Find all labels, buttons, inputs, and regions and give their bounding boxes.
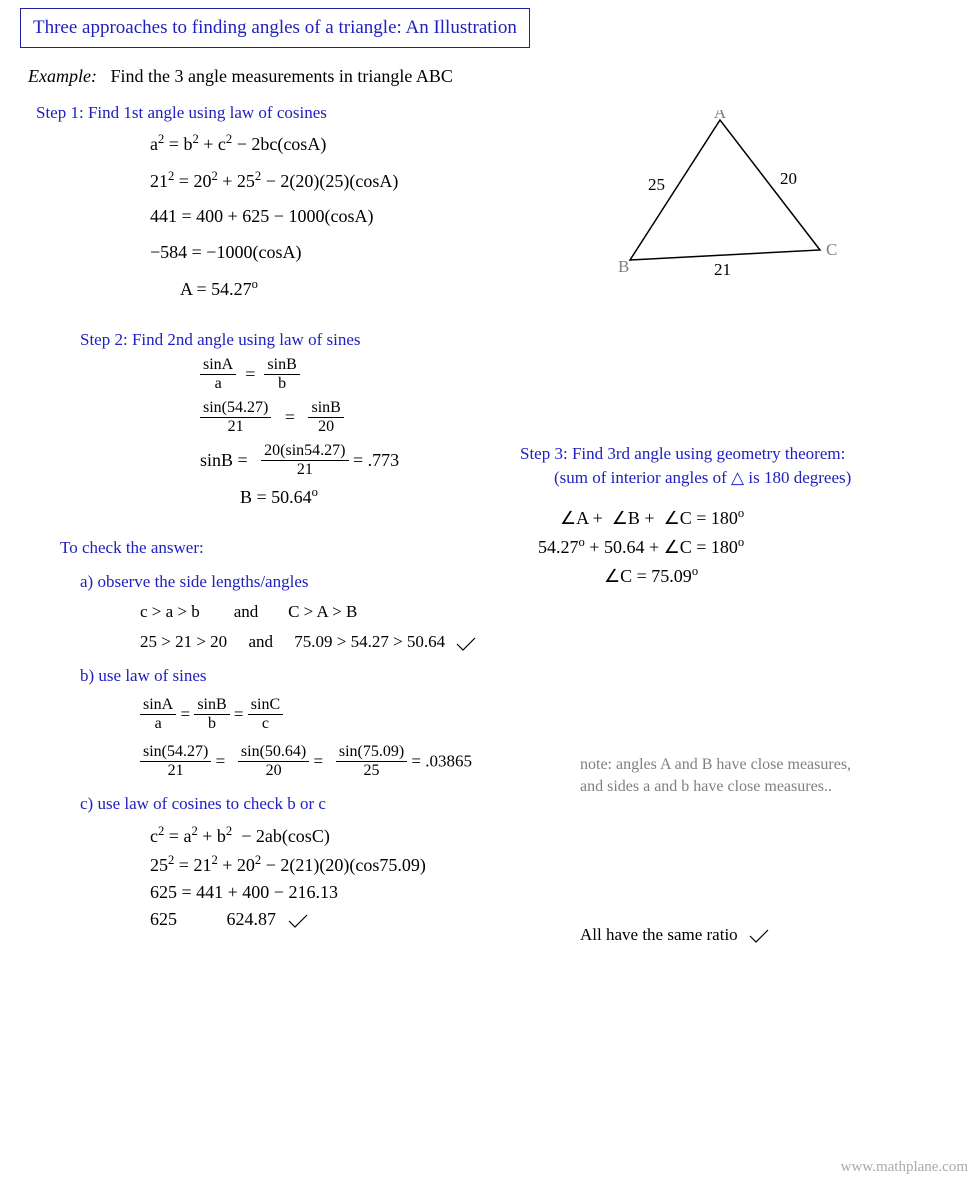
step3-equations: ∠A + ∠B + ∠C = 180o 54.27o + 50.64 + ∠C …	[560, 506, 940, 587]
side-ab-label: 25	[648, 175, 665, 194]
example-text: Find the 3 angle measurements in triangl…	[110, 66, 452, 86]
example-line: Example: Find the 3 angle measurements i…	[28, 66, 980, 87]
check-b-line2: sin(54.27)21 = sin(50.64)20 = sin(75.09)…	[140, 743, 980, 780]
checkmark-icon	[287, 913, 309, 929]
triangle-svg: A B C 25 20 21	[590, 110, 870, 280]
triangle-diagram: A B C 25 20 21	[590, 110, 870, 280]
example-label: Example:	[28, 66, 97, 86]
step2-heading: Step 2: Find 2nd angle using law of sine…	[80, 330, 980, 350]
watermark: www.mathplane.com	[841, 1159, 968, 1176]
side-bc-label: 21	[714, 260, 731, 279]
check-b-line1: sinAa = sinBb = sinCc	[140, 696, 980, 733]
step3-heading: Step 3: Find 3rd angle using geometry th…	[520, 442, 940, 490]
check-a-line2: 25 > 21 > 20 and 75.09 > 54.27 > 50.64	[140, 632, 980, 652]
vertex-b-label: B	[618, 257, 629, 276]
page-title: Three approaches to finding angles of a …	[20, 8, 530, 48]
vertex-c-label: C	[826, 240, 837, 259]
checkmark-icon	[748, 928, 770, 944]
vertex-a-label: A	[714, 110, 727, 122]
note-text: note: angles A and B have close measures…	[580, 754, 851, 797]
check-b-label: b) use law of sines	[80, 666, 980, 686]
check-c-equations: c2 = a2 + b2 − 2ab(cosC) 252 = 212 + 202…	[150, 824, 980, 930]
check-a-line1: c > a > b and C > A > B	[140, 602, 980, 622]
same-ratio-text: All have the same ratio	[580, 925, 770, 945]
checkmark-icon	[455, 636, 477, 652]
side-ac-label: 20	[780, 169, 797, 188]
check-c-label: c) use law of cosines to check b or c	[80, 794, 980, 814]
step3-block: Step 3: Find 3rd angle using geometry th…	[520, 442, 940, 593]
